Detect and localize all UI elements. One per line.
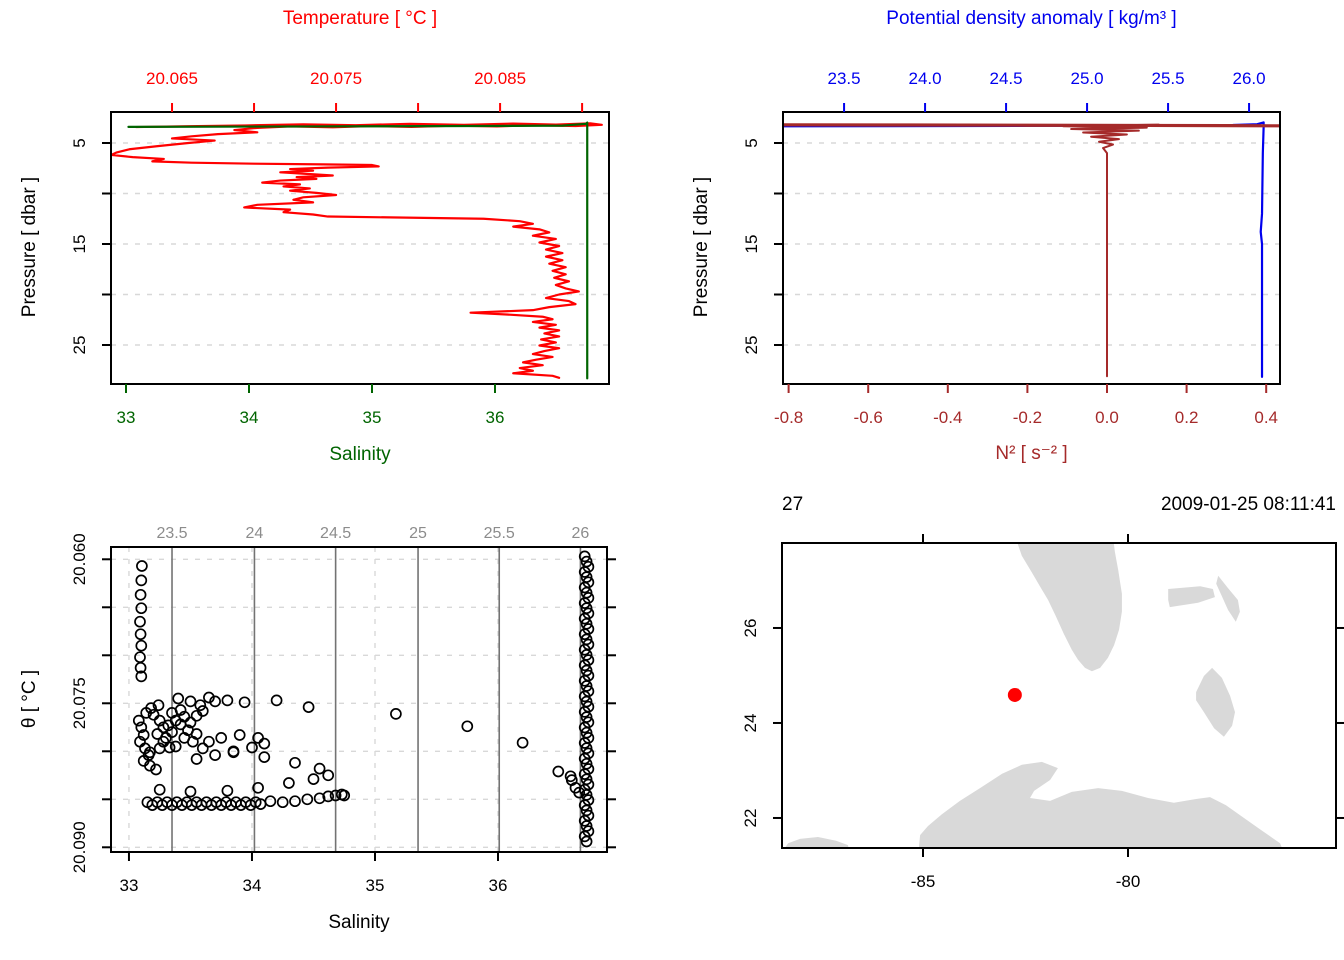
profile-t-s-top-axis: 20.065 20.075 20.085 — [146, 69, 584, 112]
salinity-axis-title-bottom: Salinity — [328, 912, 390, 933]
land-florida — [1017, 543, 1122, 672]
svg-text:22: 22 — [741, 809, 760, 828]
map-station-number: 27 — [782, 494, 804, 515]
profile-sigma-n2-left-axis: 5 15 25 — [742, 138, 783, 354]
n2-axis-title: N² [ s⁻² ] — [995, 443, 1068, 464]
svg-text:5: 5 — [70, 138, 89, 147]
svg-text:24.0: 24.0 — [909, 69, 942, 88]
ts-diagram-left-axis: 20.090 20.075 20.060 — [70, 533, 111, 873]
profile-sigma-n2-bottom-axis: -0.8 -0.6 -0.4 -0.2 0.0 0.2 0.4 — [774, 384, 1278, 427]
map-datetime: 2009-01-25 08:11:41 — [1160, 494, 1336, 515]
svg-text:25.5: 25.5 — [1152, 69, 1185, 88]
potential-density-line — [783, 121, 1265, 378]
profile-t-s-lines — [111, 121, 603, 380]
svg-text:-0.2: -0.2 — [1013, 408, 1042, 427]
land-grand_bahama — [1168, 586, 1215, 608]
svg-text:35: 35 — [363, 408, 382, 427]
svg-text:20.065: 20.065 — [146, 69, 198, 88]
svg-text:36: 36 — [489, 876, 508, 895]
svg-text:34: 34 — [243, 876, 262, 895]
svg-text:26: 26 — [741, 619, 760, 638]
svg-text:-0.4: -0.4 — [933, 408, 962, 427]
n2-profile-line — [1062, 123, 1160, 378]
station-map-top-axis — [922, 534, 1130, 543]
station-map-right-axis — [1336, 626, 1344, 819]
svg-text:15: 15 — [70, 235, 89, 254]
svg-text:-0.6: -0.6 — [854, 408, 883, 427]
svg-text:20.075: 20.075 — [70, 677, 89, 729]
ts-diagram-bottom-axis: 33 34 35 36 — [119, 852, 507, 895]
svg-text:-85: -85 — [911, 872, 936, 891]
svg-text:33: 33 — [117, 408, 136, 427]
temperature-line — [111, 122, 603, 379]
svg-text:0.0: 0.0 — [1095, 408, 1119, 427]
svg-text:-0.8: -0.8 — [774, 408, 803, 427]
svg-text:25: 25 — [409, 525, 427, 542]
svg-text:25: 25 — [742, 336, 761, 355]
profile-sigma-n2-lines — [783, 121, 1280, 378]
n2-surface-band-line — [783, 123, 1280, 128]
svg-text:20.075: 20.075 — [310, 69, 362, 88]
land-cuba — [918, 761, 1282, 848]
svg-text:25.0: 25.0 — [1071, 69, 1104, 88]
station-map-bottom-axis: -85 -80 — [911, 848, 1141, 891]
land-yucatan — [784, 837, 849, 848]
pressure-axis-title-left: Pressure [ dbar ] — [19, 176, 40, 318]
svg-text:23.5: 23.5 — [828, 69, 861, 88]
svg-text:24: 24 — [741, 714, 760, 733]
land-andros — [1196, 667, 1235, 737]
profile-sigma-n2-top-axis: 23.5 24.0 24.5 25.0 25.5 26.0 — [828, 69, 1266, 112]
svg-text:34: 34 — [240, 408, 259, 427]
svg-text:24.5: 24.5 — [990, 69, 1023, 88]
svg-text:20.090: 20.090 — [70, 821, 89, 873]
ts-diagram-right-axis — [607, 558, 616, 849]
svg-text:-80: -80 — [1116, 872, 1141, 891]
panel-station-map: -85 -80 26 24 22 — [741, 534, 1344, 891]
land-abaco — [1216, 575, 1240, 622]
panel-profile-t-s: 20.065 20.075 20.085 33 34 35 36 5 15 25 — [70, 69, 610, 427]
map-land — [784, 543, 1282, 848]
svg-text:24: 24 — [246, 525, 264, 542]
svg-text:25: 25 — [70, 336, 89, 355]
svg-text:24.5: 24.5 — [320, 525, 351, 542]
svg-text:20.060: 20.060 — [70, 533, 89, 585]
panel-profile-sigma-n2: 23.5 24.0 24.5 25.0 25.5 26.0 -0.8 -0.6 -0.4 -0.2… — [742, 69, 1281, 427]
svg-text:26.0: 26.0 — [1233, 69, 1266, 88]
ts-scatter — [132, 550, 595, 848]
station-dot — [1007, 687, 1022, 702]
pressure-axis-title-right: Pressure [ dbar ] — [691, 176, 712, 318]
svg-text:33: 33 — [119, 876, 138, 895]
svg-text:5: 5 — [742, 138, 761, 147]
salinity-axis-title-top: Salinity — [329, 444, 391, 465]
svg-text:20.085: 20.085 — [474, 69, 526, 88]
svg-text:23.5: 23.5 — [156, 525, 187, 542]
svg-text:0.4: 0.4 — [1254, 408, 1278, 427]
temperature-axis-title: Temperature [ °C ] — [282, 8, 438, 29]
svg-text:35: 35 — [366, 876, 385, 895]
station-map-left-axis: 26 24 22 — [741, 619, 782, 828]
svg-text:36: 36 — [486, 408, 505, 427]
profile-t-s-left-axis: 5 15 25 — [70, 138, 111, 354]
svg-text:25.5: 25.5 — [484, 525, 515, 542]
svg-text:15: 15 — [742, 235, 761, 254]
svg-text:0.2: 0.2 — [1175, 408, 1199, 427]
salinity-line — [127, 121, 589, 380]
svg-text:26: 26 — [572, 525, 590, 542]
profile-t-s-bottom-axis: 33 34 35 36 — [117, 384, 505, 427]
theta-axis-title: θ [ °C ] — [19, 669, 40, 729]
density-axis-title: Potential density anomaly [ kg/m³ ] — [886, 8, 1177, 29]
